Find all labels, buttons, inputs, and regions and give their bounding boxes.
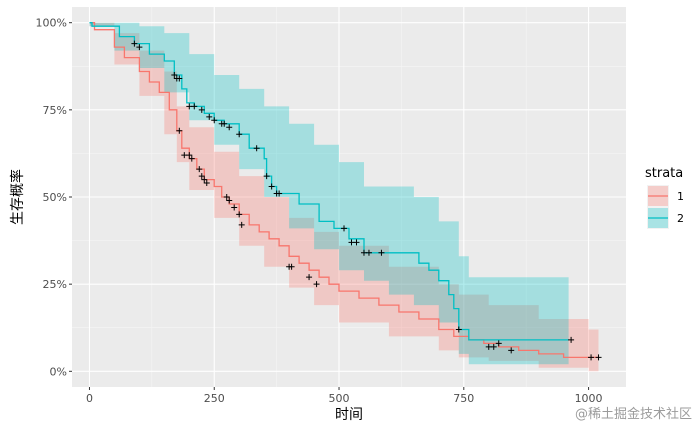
confidence-bands [89,22,599,372]
censor-mark-series-1 [203,180,210,187]
censor-mark-series-1 [198,173,205,180]
censor-mark-series-2 [198,106,205,113]
censor-mark-series-2 [495,340,502,347]
ci-band-series-1 [89,22,599,372]
censor-mark-series-1 [508,347,515,354]
censor-mark-series-2 [171,71,178,78]
censor-mark-series-2 [191,103,198,110]
censor-mark-series-2 [136,44,143,51]
survival-line-series-2 [89,22,569,341]
censor-mark-series-2 [268,183,275,190]
watermark: @稀土掘金技术社区 [574,407,692,422]
censor-mark-series-2 [378,249,385,256]
censor-mark-series-1 [288,263,295,270]
censor-mark-series-1 [176,127,183,134]
x-axis-ticks: 0 250 500 750 1000 [86,387,603,405]
censor-mark-series-2 [226,124,233,131]
censor-mark-series-1 [196,166,203,173]
legend-key-2: 2 [647,207,684,229]
censor-mark-series-2 [131,40,138,47]
censor-mark-series-2 [276,190,283,197]
censor-marks [131,40,602,361]
legend-key-1: 1 [647,185,684,207]
legend: strata 1 2 [645,166,684,229]
censor-mark-series-1 [313,281,320,288]
censor-mark-series-2 [353,239,360,246]
censor-mark-series-1 [188,155,195,162]
censor-mark-series-1 [238,221,245,228]
x-tick-label: 0 [86,392,93,405]
censor-mark-series-2 [221,120,228,127]
ci-band-series-2 [89,22,569,365]
y-tick-label: 75% [43,104,67,117]
y-tick-label: 25% [43,278,67,291]
censor-mark-series-2 [341,225,348,232]
y-axis-ticks: 0% 25% 50% 75% 100% [36,17,72,378]
censor-mark-series-1 [236,211,243,218]
survival-line-series-1 [89,22,599,359]
y-axis-title: 生存概率 [9,169,26,225]
censor-mark-series-1 [223,194,230,200]
legend-label: 2 [677,212,684,225]
x-axis-title: 时间 [335,407,363,423]
censor-mark-series-1 [231,204,238,211]
survival-lines [89,22,599,359]
censor-mark-series-1 [306,274,313,281]
y-tick-label: 0% [50,365,67,378]
x-tick-label: 250 [204,392,225,405]
censor-mark-series-1 [201,176,208,183]
x-tick-label: 1000 [575,392,603,405]
censor-mark-series-2 [206,113,213,120]
censor-mark-series-2 [253,145,260,152]
major-gridlines [72,7,626,387]
censor-mark-series-1 [588,354,595,361]
legend-label: 1 [677,190,684,203]
censor-mark-series-1 [595,354,602,361]
censor-mark-series-2 [365,249,372,256]
censor-mark-series-2 [236,131,243,138]
censor-mark-series-2 [263,173,270,180]
censor-mark-series-2 [568,336,575,343]
x-tick-label: 750 [453,392,474,405]
y-tick-label: 50% [43,191,67,204]
censor-mark-series-1 [490,343,497,350]
censor-mark-series-1 [186,152,193,159]
legend-title: strata [645,166,683,181]
censor-mark-series-2 [211,117,218,124]
censor-mark-series-1 [226,197,233,204]
x-tick-label: 500 [329,392,350,405]
y-tick-label: 100% [36,17,67,30]
censor-mark-series-2 [455,326,462,333]
censor-mark-series-2 [176,75,183,82]
